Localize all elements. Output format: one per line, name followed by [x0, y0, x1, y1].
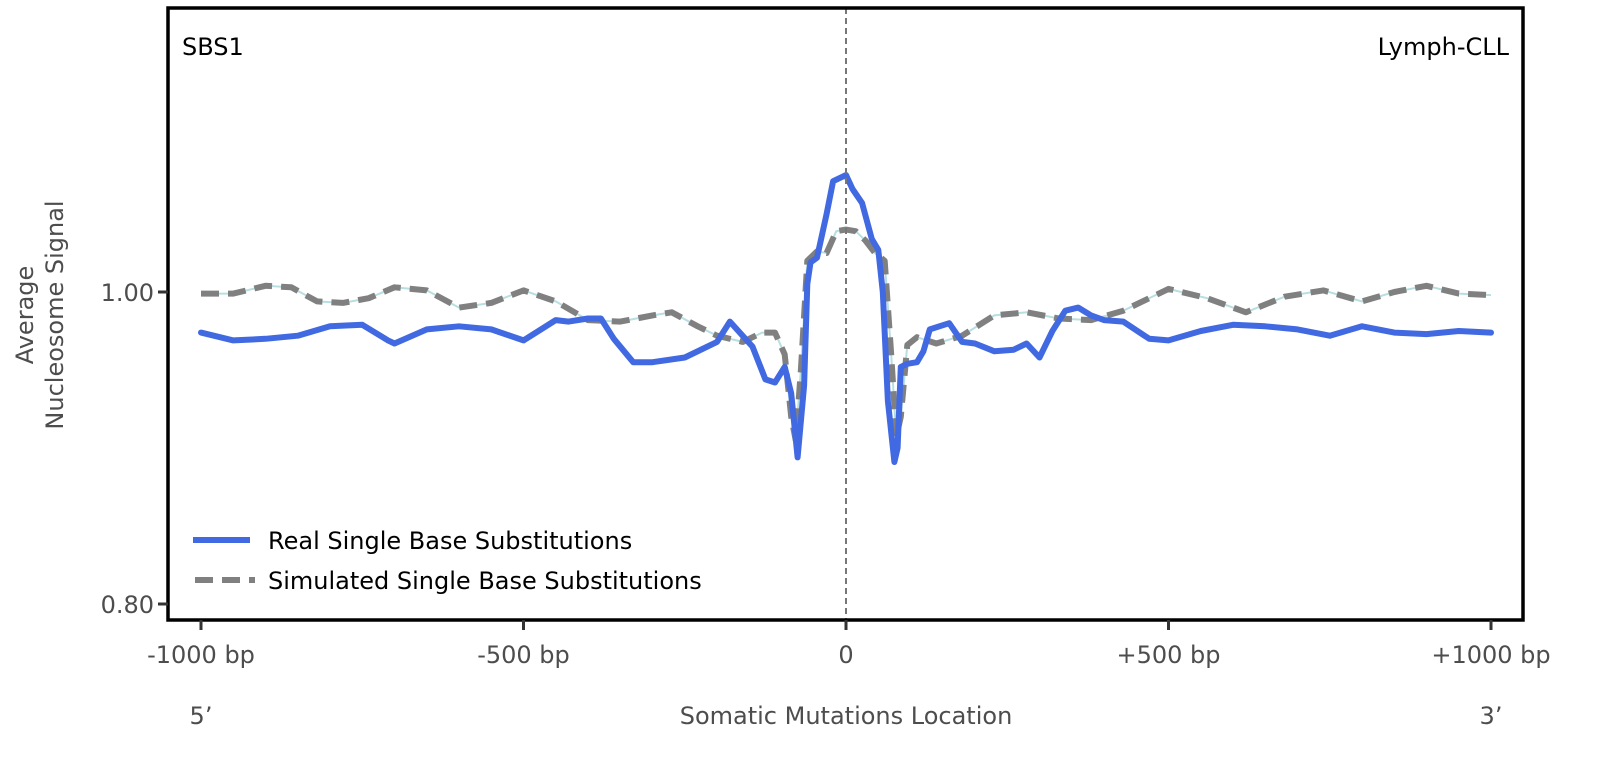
x-tick-label: +500 bp — [1116, 641, 1220, 669]
real-series-line — [198, 172, 1494, 465]
legend-simulated-label: Simulated Single Base Substitutions — [268, 567, 702, 595]
x-tick-label: +1000 bp — [1431, 641, 1550, 669]
y-axis-title-line1: Average — [11, 266, 39, 365]
simulated-series-line — [201, 226, 1492, 444]
plot-area — [198, 172, 1494, 465]
five-prime-label: 5’ — [190, 702, 213, 730]
signature-label: SBS1 — [182, 33, 244, 61]
three-prime-label: 3’ — [1480, 702, 1503, 730]
x-tick-label: 0 — [838, 641, 853, 669]
y-tick-label: 0.80 — [101, 591, 154, 619]
y-axis: 0.80 1.00 — [101, 279, 168, 619]
x-axis-title: Somatic Mutations Location — [680, 702, 1013, 730]
y-axis-title-line2: Nucleosome Signal — [41, 200, 69, 429]
tissue-label: Lymph-CLL — [1378, 33, 1510, 61]
y-tick-label: 1.00 — [101, 279, 154, 307]
legend-real-label: Real Single Base Substitutions — [268, 527, 632, 555]
x-tick-label: -500 bp — [477, 641, 570, 669]
x-tick-label: -1000 bp — [147, 641, 255, 669]
x-axis: -1000 bp -500 bp 0 +500 bp +1000 bp — [147, 620, 1551, 669]
legend: Real Single Base Substitutions Simulated… — [193, 527, 702, 595]
